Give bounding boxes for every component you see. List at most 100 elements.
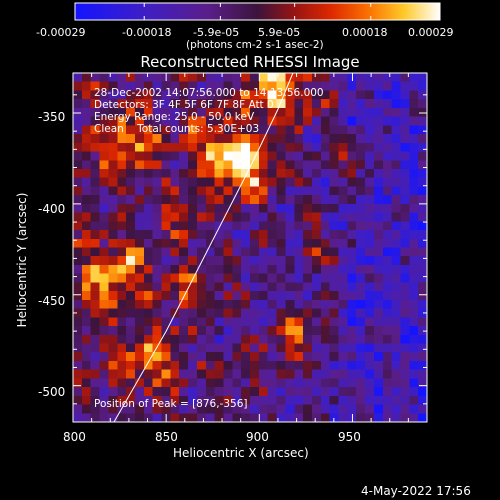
image-cell — [99, 282, 109, 292]
image-cell — [338, 116, 348, 126]
image-cell — [329, 107, 340, 118]
image-cell — [179, 203, 189, 214]
image-cell — [126, 116, 136, 126]
image-cell — [338, 142, 348, 153]
image-cell — [285, 317, 295, 327]
image-cell — [338, 352, 348, 362]
image-cell — [382, 134, 393, 144]
image-cell — [338, 212, 348, 222]
image-cell — [285, 125, 295, 135]
image-cell — [214, 221, 225, 231]
plot-frame — [72, 72, 428, 423]
image-cell — [250, 317, 260, 327]
image-cell — [250, 299, 260, 310]
image-cell — [365, 230, 375, 240]
image-cell — [250, 387, 260, 397]
image-cell — [152, 151, 163, 161]
image-cell — [276, 151, 286, 161]
image-cell — [134, 334, 145, 345]
image-cell — [400, 203, 410, 214]
image-cell — [285, 413, 295, 423]
image-cell — [418, 334, 428, 345]
image-cell — [311, 299, 322, 310]
image-cell — [108, 378, 118, 388]
image-cell — [152, 282, 163, 292]
image-cell — [294, 168, 304, 179]
image-cell — [143, 125, 154, 135]
image-cell — [205, 168, 216, 179]
image-cell — [356, 352, 366, 362]
image-cell — [400, 134, 410, 144]
image-cell — [373, 413, 384, 423]
image-cell — [267, 186, 278, 196]
image-cell — [117, 273, 127, 283]
image-cell — [338, 247, 348, 257]
image-cell — [117, 116, 127, 126]
image-cell — [188, 186, 198, 196]
image-cell — [329, 81, 340, 92]
image-cell — [143, 282, 154, 292]
image-cell — [108, 151, 118, 161]
image-cell — [73, 90, 83, 100]
image-cell — [382, 343, 393, 353]
image-cell — [276, 282, 286, 292]
image-cell — [382, 264, 393, 275]
image-cell — [382, 273, 393, 283]
image-cell — [99, 125, 109, 135]
image-cell — [73, 413, 83, 423]
image-cell — [382, 404, 393, 414]
image-cell — [276, 81, 286, 92]
image-cell — [170, 99, 180, 109]
image-cell — [81, 177, 92, 188]
image-cell — [409, 360, 419, 371]
image-cell — [99, 73, 109, 83]
image-cell — [338, 378, 348, 388]
image-cell — [90, 404, 101, 414]
image-cell — [161, 81, 171, 92]
image-cell — [205, 134, 216, 144]
image-cell — [99, 168, 109, 179]
image-cell — [161, 221, 171, 231]
image-cell — [320, 177, 331, 188]
image-cell — [241, 308, 251, 318]
image-cell — [214, 212, 225, 222]
image-cell — [320, 125, 331, 135]
image-cell — [152, 116, 163, 126]
image-cell — [81, 212, 92, 222]
image-cell — [134, 99, 145, 109]
image-cell — [347, 90, 357, 100]
image-cell — [179, 238, 189, 249]
image-cell — [391, 73, 402, 83]
image-cell — [99, 134, 109, 144]
image-cell — [365, 99, 375, 109]
image-cell — [320, 168, 331, 179]
image-cell — [152, 195, 163, 205]
image-cell — [152, 247, 163, 257]
image-cell — [117, 413, 127, 423]
image-cell — [241, 334, 251, 345]
image-cell — [382, 221, 393, 231]
image-cell — [338, 99, 348, 109]
image-cell — [205, 203, 216, 214]
image-cell — [373, 73, 384, 83]
image-cell — [117, 212, 127, 222]
image-cell — [205, 352, 216, 362]
image-cell — [382, 186, 393, 196]
image-cell — [338, 360, 348, 371]
image-cell — [418, 186, 428, 196]
image-cell — [232, 282, 242, 292]
image-cell — [117, 317, 127, 327]
image-cell — [161, 116, 171, 126]
image-cell — [196, 247, 207, 257]
image-cell — [196, 308, 207, 318]
image-cell — [143, 168, 154, 179]
image-cell — [267, 264, 278, 275]
image-cell — [285, 247, 295, 257]
image-cell — [311, 212, 322, 222]
image-cell — [90, 352, 101, 362]
image-cell — [134, 107, 145, 118]
image-cell — [329, 360, 340, 371]
image-cell — [241, 73, 251, 83]
image-cell — [400, 160, 410, 170]
image-cell — [161, 282, 171, 292]
